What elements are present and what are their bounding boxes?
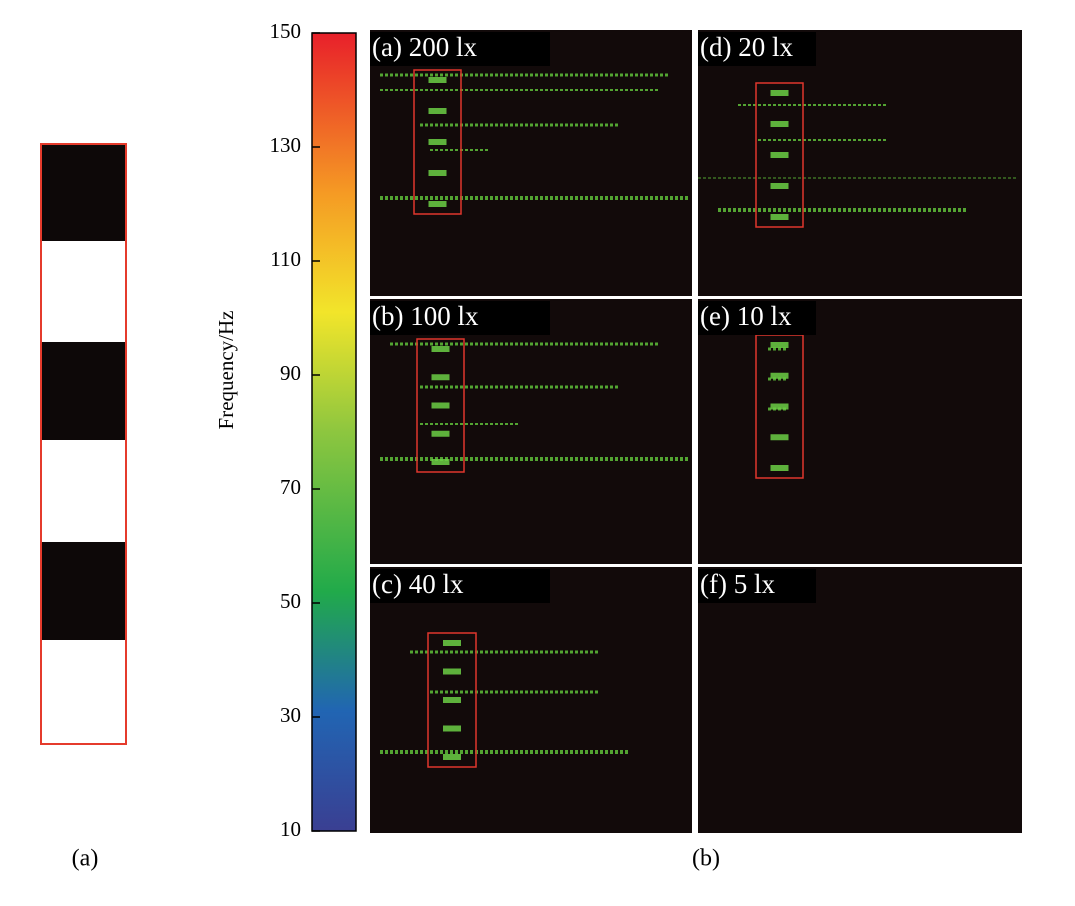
label-bg [698,32,816,66]
event-blob [770,121,789,127]
event-blob [431,402,450,409]
colorbar-label: Frequency/Hz [214,311,238,430]
event-blob [770,465,789,471]
panel [370,567,692,833]
event-blob [443,697,461,703]
event-blob [431,430,450,437]
panel [698,567,1022,833]
roi-box [755,82,804,228]
event-blob [770,152,789,158]
label-bg [370,301,550,335]
event-blob [770,214,789,220]
roi-box [416,338,465,473]
tick-label: 30 [280,703,301,727]
stripe-pattern [40,143,127,745]
event-blob [431,459,450,465]
panel [698,30,1022,296]
tick-label: 10 [280,817,301,841]
panels: (a) 200 lx (b) 100 lx (c) 40 lx (d) 20 lx (e… [370,30,1022,833]
event-blob [443,640,461,646]
label-bg [370,569,550,603]
event-blob [428,77,447,83]
tick-label: 130 [270,133,302,157]
roi-box [413,69,462,215]
event-blob [770,183,789,189]
event-blob [428,108,447,114]
event-blob [443,668,461,675]
panel-label: (e) 10 lx [700,301,792,331]
tick-label: 150 [270,19,302,43]
panel-label: (d) 20 lx [700,32,793,62]
label-bg [698,301,816,335]
event-blob [428,139,447,145]
panel-label: (a) 200 lx [372,32,477,62]
event-blob [443,754,461,760]
caption: (b) [692,846,720,872]
event-blob [770,403,789,410]
event-blob [443,725,461,732]
event-blob [431,346,450,352]
tick-label: 50 [280,589,301,613]
tick-label: 90 [280,361,301,385]
event-blob [770,90,789,96]
panel-label: (c) 40 lx [372,569,464,599]
tick-label: 70 [280,475,301,499]
event-blob [428,170,447,176]
tick-label: 110 [270,247,301,271]
event-blob [428,201,447,207]
panel [698,299,1022,564]
roi-box [427,632,477,768]
panel-label: (f) 5 lx [700,569,775,599]
colorbar [311,32,357,832]
caption: (a) [72,846,99,872]
event-blob [770,342,789,348]
label-bg [370,32,550,66]
panel-label: (b) 100 lx [372,301,479,331]
label-bg [698,569,816,603]
event-blob [770,372,789,379]
event-blob [770,434,789,441]
event-blob [431,374,450,381]
